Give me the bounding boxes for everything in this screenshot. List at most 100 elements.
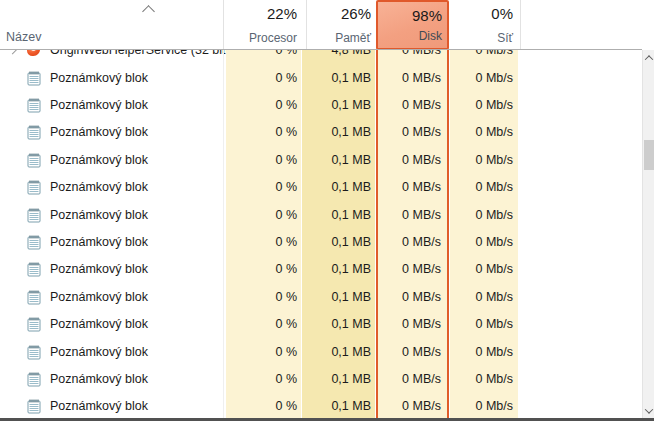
notepad-icon	[26, 289, 42, 305]
disk-cell: 0 MB/s	[376, 283, 449, 310]
process-row[interactable]: Poznámkový blok 0 % 0,1 MB 0 MB/s 0 Mb/s	[0, 393, 642, 418]
process-row[interactable]: Poznámkový blok 0 % 0,1 MB 0 MB/s 0 Mb/s	[0, 365, 642, 392]
scrollbar-thumb[interactable]	[644, 140, 654, 170]
memory-cell: 0,1 MB	[302, 146, 375, 173]
notepad-icon	[26, 234, 42, 250]
column-header-cpu[interactable]: 22% Procesor	[223, 0, 303, 50]
process-icon	[26, 371, 42, 387]
process-row[interactable]: Poznámkový blok 0 % 0,1 MB 0 MB/s 0 Mb/s	[0, 283, 642, 310]
header-separator	[520, 0, 521, 50]
memory-cell: 0,1 MB	[302, 256, 375, 283]
cpu-total-value: 22%	[267, 5, 297, 22]
network-cell: 0 Mb/s	[450, 228, 518, 255]
process-name: Poznámkový blok	[50, 91, 148, 118]
memory-cell: 0,1 MB	[302, 283, 375, 310]
memory-cell: 4,8 MB	[302, 50, 375, 64]
network-cell: 0 Mb/s	[450, 393, 518, 418]
notepad-icon	[26, 207, 42, 223]
memory-cell: 0,1 MB	[302, 64, 375, 91]
column-header-name[interactable]: Název	[6, 30, 41, 44]
disk-total-value: 98%	[412, 7, 442, 24]
network-cell: 0 Mb/s	[450, 311, 518, 338]
cpu-cell: 0 %	[226, 228, 301, 255]
network-cell: 0 Mb/s	[450, 119, 518, 146]
process-row[interactable]: Poznámkový blok 0 % 0,1 MB 0 MB/s 0 Mb/s	[0, 256, 642, 283]
process-name: Poznámkový blok	[50, 338, 148, 365]
header-separator	[223, 0, 224, 50]
column-header-memory[interactable]: 26% Paměť	[307, 0, 376, 50]
memory-cell: 0,1 MB	[302, 201, 375, 228]
disk-cell: 0 MB/s	[376, 50, 449, 64]
process-row[interactable]: OriginWebHelperService (32 bitů) 0 % 4,8…	[0, 50, 642, 64]
disk-cell: 0 MB/s	[376, 146, 449, 173]
process-icon	[26, 289, 42, 305]
process-row[interactable]: Poznámkový blok 0 % 0,1 MB 0 MB/s 0 Mb/s	[0, 201, 642, 228]
disk-cell: 0 MB/s	[376, 228, 449, 255]
process-name: Poznámkový blok	[50, 146, 148, 173]
cpu-cell: 0 %	[226, 393, 301, 418]
memory-cell: 0,1 MB	[302, 174, 375, 201]
process-row[interactable]: Poznámkový blok 0 % 0,1 MB 0 MB/s 0 Mb/s	[0, 91, 642, 118]
scrollbar-down-button[interactable]	[643, 403, 654, 418]
memory-cell: 0,1 MB	[302, 311, 375, 338]
disk-cell: 0 MB/s	[376, 393, 449, 418]
scrollbar-up-icon	[645, 55, 653, 63]
scrollbar-down-icon	[645, 405, 653, 413]
process-icon	[26, 316, 42, 332]
expand-chevron-icon[interactable]	[8, 50, 18, 55]
process-icon	[26, 124, 42, 140]
scrollbar-up-button[interactable]	[643, 50, 654, 65]
process-icon	[26, 50, 42, 58]
disk-cell: 0 MB/s	[376, 338, 449, 365]
cpu-cell: 0 %	[226, 50, 301, 64]
cpu-cell: 0 %	[226, 365, 301, 392]
cpu-cell: 0 %	[226, 64, 301, 91]
vertical-scrollbar[interactable]	[642, 50, 654, 418]
process-name: Poznámkový blok	[50, 201, 148, 228]
network-total-value: 0%	[491, 5, 513, 22]
memory-cell: 0,1 MB	[302, 119, 375, 146]
disk-cell: 0 MB/s	[376, 174, 449, 201]
origin-icon	[27, 50, 40, 56]
process-row[interactable]: Poznámkový blok 0 % 0,1 MB 0 MB/s 0 Mb/s	[0, 119, 642, 146]
process-row[interactable]: Poznámkový blok 0 % 0,1 MB 0 MB/s 0 Mb/s	[0, 311, 642, 338]
memory-cell: 0,1 MB	[302, 338, 375, 365]
process-row[interactable]: Poznámkový blok 0 % 0,1 MB 0 MB/s 0 Mb/s	[0, 64, 642, 91]
process-row[interactable]: Poznámkový blok 0 % 0,1 MB 0 MB/s 0 Mb/s	[0, 174, 642, 201]
network-cell: 0 Mb/s	[450, 174, 518, 201]
disk-cell: 0 MB/s	[376, 91, 449, 118]
disk-column-label: Disk	[419, 30, 442, 43]
notepad-icon	[26, 316, 42, 332]
process-name: Poznámkový blok	[50, 311, 148, 338]
network-column-label: Síť	[497, 32, 513, 45]
notepad-icon	[26, 371, 42, 387]
process-row[interactable]: Poznámkový blok 0 % 0,1 MB 0 MB/s 0 Mb/s	[0, 338, 642, 365]
memory-cell: 0,1 MB	[302, 91, 375, 118]
cpu-cell: 0 %	[226, 174, 301, 201]
cpu-cell: 0 %	[226, 283, 301, 310]
disk-cell: 0 MB/s	[376, 311, 449, 338]
bottom-divider	[0, 418, 654, 421]
notepad-icon	[26, 70, 42, 86]
process-icon	[26, 234, 42, 250]
header-separator	[306, 0, 307, 50]
process-list-viewport: OriginWebHelperService (32 bitů) 0 % 4,8…	[0, 50, 642, 418]
process-icon	[26, 398, 42, 414]
disk-cell: 0 MB/s	[376, 64, 449, 91]
network-cell: 0 Mb/s	[450, 50, 518, 64]
memory-cell: 0,1 MB	[302, 393, 375, 418]
table-header: Název 22% Procesor 26% Paměť 98% Disk 0%…	[0, 0, 654, 50]
disk-cell: 0 MB/s	[376, 119, 449, 146]
notepad-icon	[26, 344, 42, 360]
process-row[interactable]: Poznámkový blok 0 % 0,1 MB 0 MB/s 0 Mb/s	[0, 146, 642, 173]
network-cell: 0 Mb/s	[450, 365, 518, 392]
memory-cell: 0,1 MB	[302, 228, 375, 255]
network-cell: 0 Mb/s	[450, 64, 518, 91]
network-cell: 0 Mb/s	[450, 283, 518, 310]
column-header-network[interactable]: 0% Síť	[449, 0, 520, 50]
process-row[interactable]: Poznámkový blok 0 % 0,1 MB 0 MB/s 0 Mb/s	[0, 228, 642, 255]
column-header-disk-selected[interactable]: 98% Disk	[376, 0, 449, 50]
process-name: OriginWebHelperService (32 bitů)	[50, 50, 237, 64]
header-bottom-border	[0, 49, 642, 50]
process-icon	[26, 152, 42, 168]
